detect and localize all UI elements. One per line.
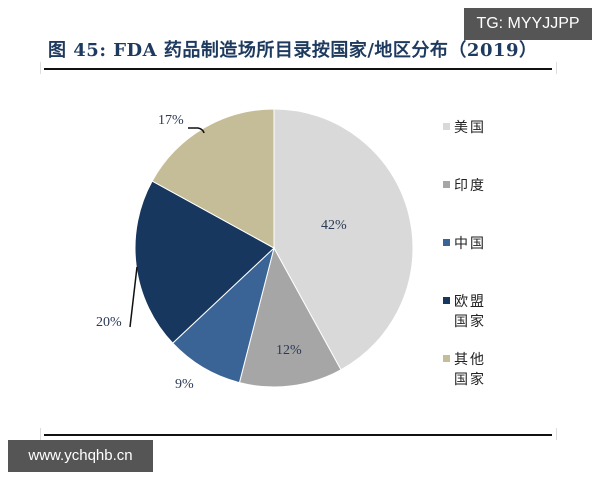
left-tick-bottom (40, 428, 41, 440)
bottom-rule (44, 434, 552, 436)
legend-swatch (443, 355, 450, 362)
legend-swatch (443, 181, 450, 188)
top-rule (44, 68, 552, 70)
legend-item-eu: 欧盟国家 (443, 292, 488, 332)
legend-item-india: 印度 (443, 176, 488, 196)
legend-item-other: 其他国家 (443, 350, 488, 390)
label-other: 17% (158, 113, 184, 128)
pie-slice-other (151, 108, 275, 249)
right-tick-bottom (556, 428, 557, 440)
label-india: 12% (276, 343, 302, 358)
legend-swatch (443, 297, 450, 304)
leader-line-other (188, 127, 205, 134)
legend-swatch (443, 239, 450, 246)
pie-slice-eu (134, 180, 275, 344)
legend-item-usa: 美国 (443, 118, 488, 138)
label-eu: 20% (96, 315, 122, 330)
pie-slice-china (171, 246, 275, 384)
label-china: 9% (175, 377, 194, 392)
leader-line-eu (129, 266, 138, 328)
left-tick (40, 62, 41, 74)
label-usa: 42% (321, 218, 347, 233)
watermark-tg: TG: MYYJJPP (464, 8, 592, 40)
legend-swatch (443, 123, 450, 130)
chart-title: 图 45: FDA 药品制造场所目录按国家/地区分布（2019） (48, 40, 538, 61)
pie-slice-usa (273, 108, 414, 371)
watermark-url: www.ychqhb.cn (8, 440, 153, 472)
legend-item-china: 中国 (443, 234, 488, 254)
pie-slice-india (238, 246, 342, 388)
right-tick (556, 62, 557, 74)
